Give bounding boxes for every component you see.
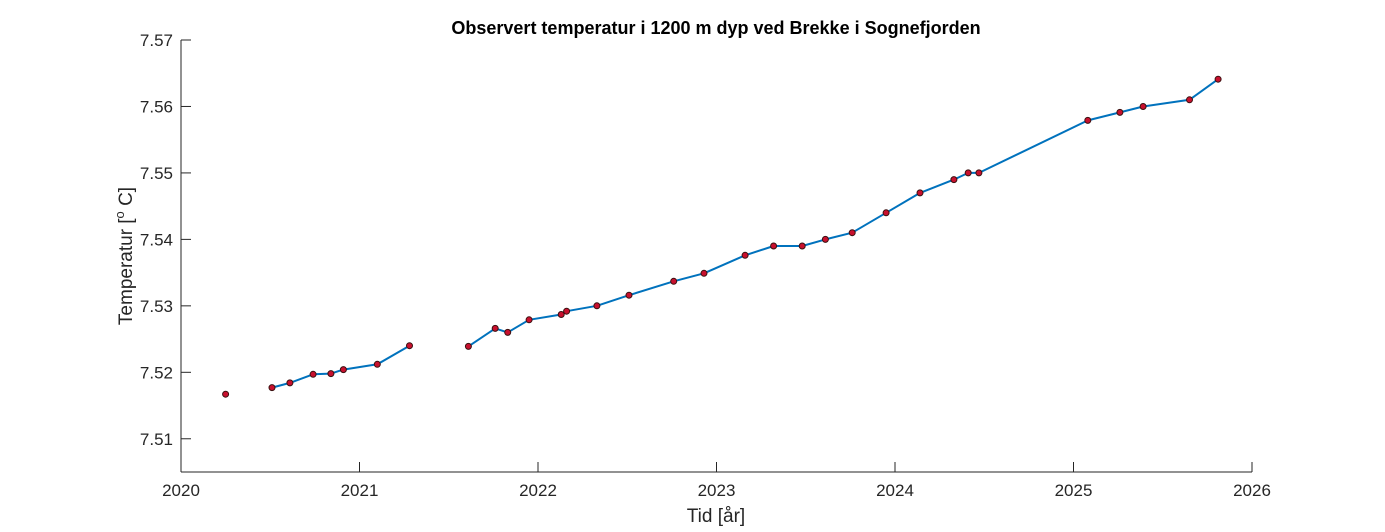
data-point-marker bbox=[593, 302, 601, 310]
data-point-marker bbox=[406, 342, 413, 350]
data-point-marker bbox=[525, 316, 533, 324]
x-tick-label: 2026 bbox=[1233, 481, 1271, 500]
data-point-marker bbox=[741, 251, 749, 259]
data-point-marker bbox=[557, 311, 565, 318]
y-tick-label: 7.53 bbox=[140, 297, 173, 316]
marker-layer bbox=[222, 75, 1222, 398]
chart-title: Observert temperatur i 1200 m dyp ved Br… bbox=[451, 18, 980, 38]
y-tick-label: 7.54 bbox=[140, 230, 173, 249]
x-tick-label: 2024 bbox=[876, 481, 914, 500]
data-point-marker bbox=[222, 390, 230, 398]
data-point-marker bbox=[1214, 75, 1222, 83]
data-point-marker bbox=[286, 379, 294, 387]
data-point-marker bbox=[700, 269, 708, 277]
x-tick-label: 2022 bbox=[519, 481, 557, 500]
data-point-marker bbox=[563, 307, 571, 315]
data-point-marker bbox=[464, 342, 472, 350]
data-point-marker bbox=[1186, 96, 1193, 104]
data-point-marker bbox=[625, 291, 633, 299]
y-tick-label: 7.57 bbox=[140, 31, 173, 50]
data-point-marker bbox=[821, 235, 829, 243]
data-point-marker bbox=[916, 189, 924, 197]
data-point-marker bbox=[798, 242, 806, 250]
x-axis-label: Tid [år] bbox=[687, 506, 745, 527]
x-tick-label: 2020 bbox=[162, 481, 200, 500]
series-line-segment bbox=[467, 78, 1219, 348]
data-point-marker bbox=[504, 328, 512, 336]
data-point-marker bbox=[339, 366, 347, 374]
y-axis-label-suffix: C] bbox=[116, 187, 137, 211]
y-axis-label-superscript: o bbox=[112, 211, 127, 218]
data-point-marker bbox=[491, 324, 499, 332]
data-point-marker bbox=[882, 209, 890, 217]
data-point-marker bbox=[770, 242, 778, 250]
series-layer bbox=[271, 78, 1219, 389]
data-point-marker bbox=[975, 169, 983, 177]
y-axis-label-main: Temperatur [ bbox=[116, 218, 137, 325]
data-point-marker bbox=[327, 370, 335, 378]
y-tick-label: 7.56 bbox=[140, 97, 173, 116]
x-tick-label: 2023 bbox=[698, 481, 736, 500]
x-tick-label: 2021 bbox=[341, 481, 379, 500]
data-point-marker bbox=[950, 176, 958, 184]
plot-axes: 2020 2021 2022 2023 2024 2025 2026 7.51 7.52 7.53… bbox=[140, 31, 1271, 500]
data-point-marker bbox=[1084, 116, 1092, 124]
data-point-marker bbox=[1116, 108, 1124, 116]
data-point-marker bbox=[268, 384, 276, 392]
y-tick-label: 7.51 bbox=[140, 430, 173, 449]
y-tick-label: 7.55 bbox=[140, 164, 173, 183]
x-tick-label: 2025 bbox=[1055, 481, 1093, 500]
data-point-marker bbox=[848, 229, 856, 237]
data-point-marker bbox=[964, 169, 972, 177]
y-tick-label: 7.52 bbox=[140, 363, 173, 382]
data-point-marker bbox=[1139, 103, 1147, 110]
data-point-marker bbox=[670, 277, 678, 285]
y-axis-label: Temperatur [o C] bbox=[112, 187, 137, 325]
data-point-marker bbox=[373, 360, 381, 368]
data-point-marker bbox=[309, 370, 317, 378]
